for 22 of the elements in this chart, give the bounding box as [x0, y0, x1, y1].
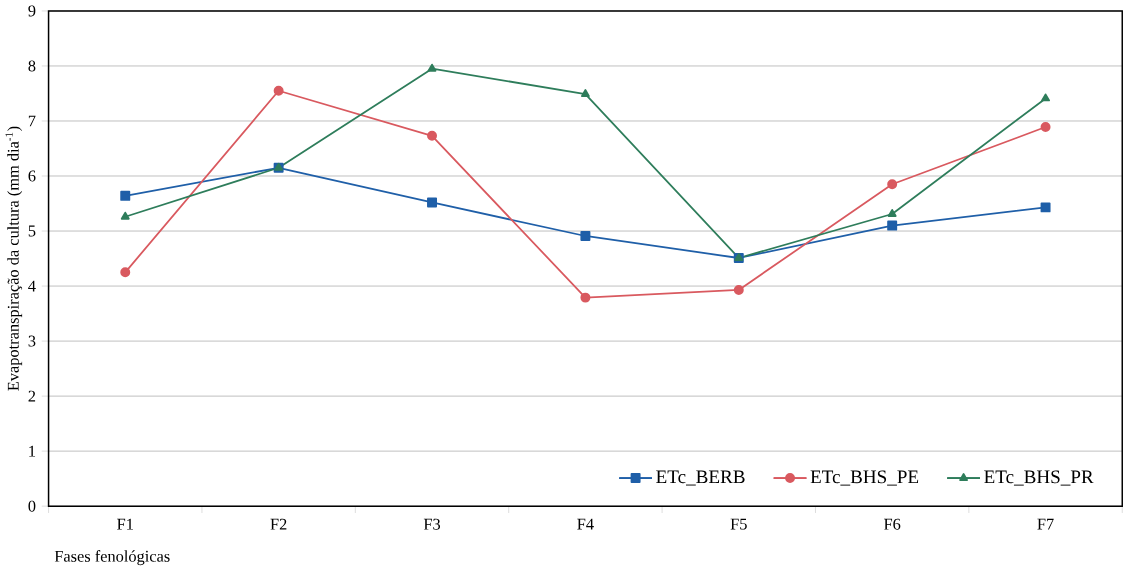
y-axis-title: Evapotranspiração da cultura (mm dia$^{-1}$): [5, 126, 23, 391]
legend-label: ETc_BHS_PR: [984, 470, 1094, 486]
y-tick-label: 5: [28, 225, 36, 237]
y-tick-label: 3: [28, 335, 36, 347]
y-tick-label: 9: [28, 5, 36, 17]
x-tick-label: F1: [117, 518, 133, 530]
x-tick-label: F6: [884, 518, 901, 530]
x-tick-label: F2: [270, 518, 287, 530]
y-tick-label: 4: [28, 280, 36, 292]
legend-label: ETc_BERB: [656, 470, 745, 486]
legend-label: ETc_BHS_PE: [810, 470, 919, 486]
y-tick-label: 0: [28, 500, 36, 512]
x-tick-label: F7: [1037, 518, 1054, 530]
y-tick-label: 1: [29, 445, 36, 457]
x-tick-label: F5: [730, 518, 747, 530]
y-tick-label: 8: [28, 60, 36, 72]
x-axis-title: Fases fenológicas: [54, 550, 170, 566]
x-tick-label: F4: [577, 518, 594, 530]
y-tick-label: 6: [28, 170, 36, 182]
x-tick-label: F3: [423, 518, 441, 530]
y-tick-label: 7: [28, 115, 36, 127]
y-tick-label: 2: [28, 390, 36, 402]
